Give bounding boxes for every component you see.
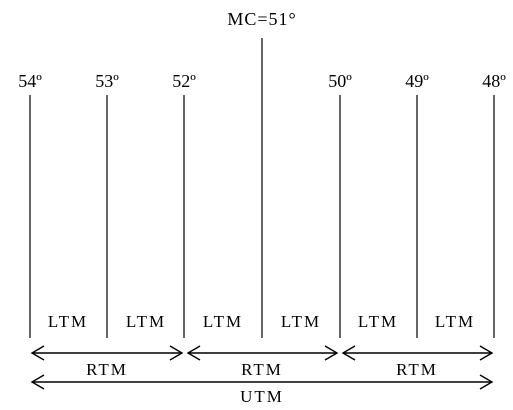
rtm-label-2: RTM: [241, 360, 283, 379]
ltm-label-2: LTM: [126, 312, 166, 331]
rtm-label-1: RTM: [86, 360, 128, 379]
ltm-label-1: LTM: [48, 312, 88, 331]
meridian-label-49: 49º: [405, 71, 429, 91]
ltm-label-4: LTM: [281, 312, 321, 331]
meridian-label-53: 53º: [95, 71, 119, 91]
ltm-label-3: LTM: [203, 312, 243, 331]
rtm-arrow-1: [30, 345, 184, 361]
meridian-label-54: 54º: [18, 71, 42, 91]
meridian-label-50: 50º: [328, 71, 352, 91]
meridian-label-48: 48º: [482, 71, 506, 91]
rtm-label-3: RTM: [396, 360, 438, 379]
rtm-arrow-2: [186, 345, 339, 361]
utm-arrow: [30, 374, 494, 390]
meridian-label-52: 52º: [172, 71, 196, 91]
ltm-label-6: LTM: [435, 312, 475, 331]
ltm-label-5: LTM: [358, 312, 398, 331]
rtm-arrow-3: [341, 345, 494, 361]
central-meridian-label: MC=51°: [227, 9, 296, 29]
utm-label: UTM: [240, 387, 284, 405]
